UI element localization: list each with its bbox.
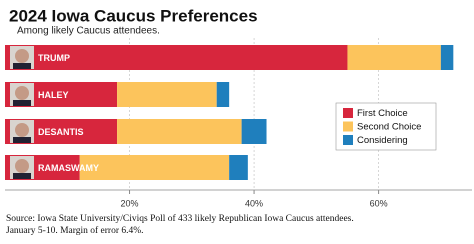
category-label: RAMASWAMY bbox=[38, 163, 99, 173]
legend-label: Considering bbox=[357, 135, 408, 146]
photo-suit bbox=[13, 173, 31, 179]
photo-suit bbox=[13, 100, 31, 106]
source: Source: Iowa State University/Civiqs Pol… bbox=[6, 213, 354, 224]
photo-face bbox=[15, 123, 29, 137]
category-label: HALEY bbox=[38, 90, 69, 100]
bar-segment bbox=[117, 119, 242, 144]
bar-segment bbox=[79, 155, 230, 180]
category-label: DESANTIS bbox=[38, 127, 84, 137]
chart-title: 2024 Iowa Caucus Preferences bbox=[9, 6, 258, 25]
photo-face bbox=[15, 86, 29, 100]
page: {"chart_data": {"type": "stacked-bar-hor… bbox=[5, 6, 472, 237]
x-tick-label: 20% bbox=[121, 198, 139, 208]
legend-swatch bbox=[343, 108, 353, 118]
chart-subtitle: Among likely Caucus attendees. bbox=[17, 26, 160, 37]
x-tick-label: 40% bbox=[245, 198, 263, 208]
source: January 5-10. Margin of error 6.4%. bbox=[6, 225, 144, 236]
legend-label: Second Choice bbox=[357, 122, 421, 133]
chart: 2024 Iowa Caucus Preferences Among likel… bbox=[5, 6, 472, 237]
bar-segment bbox=[440, 45, 454, 70]
bar-segment bbox=[5, 45, 348, 70]
photo-suit bbox=[13, 137, 31, 143]
category-label: TRUMP bbox=[38, 53, 70, 63]
legend-swatch bbox=[343, 121, 353, 132]
legend-swatch bbox=[343, 135, 353, 145]
bar-segment bbox=[241, 119, 267, 144]
photo-face bbox=[15, 159, 29, 173]
bar-segment bbox=[216, 82, 230, 107]
photo-suit bbox=[13, 63, 31, 69]
bar-segment bbox=[229, 155, 248, 180]
x-tick-label: 60% bbox=[370, 198, 388, 208]
bar-segment bbox=[347, 45, 441, 70]
photo-face bbox=[15, 49, 29, 63]
bar-segment bbox=[117, 82, 217, 107]
legend-label: First Choice bbox=[357, 108, 408, 119]
